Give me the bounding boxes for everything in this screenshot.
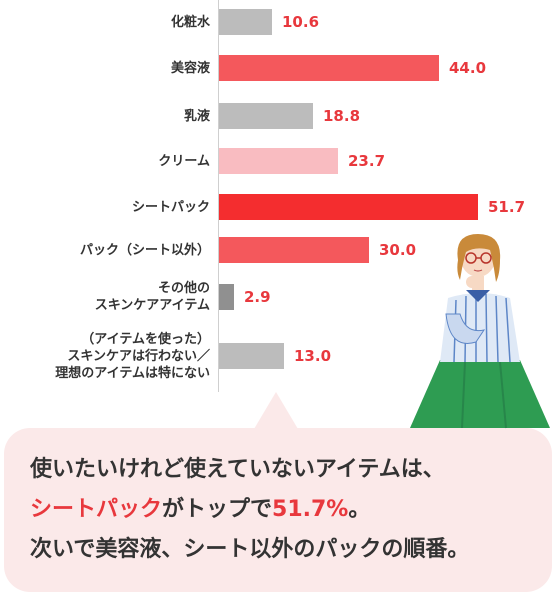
callout-line-3: 次いで美容液、シート以外のパックの順番。 xyxy=(30,537,470,562)
bar-value-label-2: 18.8 xyxy=(323,107,361,125)
bar-7 xyxy=(219,343,284,369)
callout-line-2-mid: がトップで xyxy=(162,497,273,522)
category-label-3: クリーム xyxy=(158,153,210,169)
callout-line-1: 使いたいけれど使えていないアイテムは、 xyxy=(30,457,445,482)
bar-value-label-4: 51.7 xyxy=(488,198,526,216)
category-label-4: シートパック xyxy=(131,199,210,215)
bar-chart: 10.6 化粧水 44.0 美容液 18.8 乳液 23.7 クリーム 51.7 シートパック 30… xyxy=(55,0,526,392)
woman-thinking-illustration xyxy=(410,234,550,429)
bar-5 xyxy=(219,237,369,263)
category-label-2: 乳液 xyxy=(183,108,210,124)
bar-value-label-6: 2.9 xyxy=(244,288,271,306)
callout-line-2: シートパックがトップで51.7%。 xyxy=(30,490,540,530)
bar-3 xyxy=(219,148,338,174)
bar-4 xyxy=(219,194,478,220)
bar-value-label-0: 10.6 xyxy=(282,13,320,31)
bar-0 xyxy=(219,9,272,35)
bar-2 xyxy=(219,103,313,129)
category-label-6: その他の スキンケアアイテム xyxy=(94,281,210,313)
speech-bubble-tail xyxy=(254,392,298,429)
speech-bubble: 使いたいけれど使えていないアイテムは、 シートパックがトップで51.7%。 次い… xyxy=(4,428,552,592)
bar-value-label-3: 23.7 xyxy=(348,152,386,170)
bar-1 xyxy=(219,55,439,81)
callout-text: 使いたいけれど使えていないアイテムは、 シートパックがトップで51.7%。 次い… xyxy=(30,450,540,570)
category-label-5: パック（シート以外） xyxy=(79,242,210,258)
category-label-7: （アイテムを使った） スキンケアは行わない／ 理想のアイテムは特にない xyxy=(55,331,210,381)
bar-value-label-1: 44.0 xyxy=(449,59,487,77)
callout-line-2-end: 。 xyxy=(348,497,371,522)
bar-value-label-5: 30.0 xyxy=(379,241,417,259)
callout-highlight-item: シートパック xyxy=(30,497,163,522)
category-label-0: 化粧水 xyxy=(170,14,210,30)
y-axis-line xyxy=(218,0,219,392)
bar-value-label-7: 13.0 xyxy=(294,347,332,365)
category-label-1: 美容液 xyxy=(170,60,210,76)
bar-6 xyxy=(219,284,234,310)
callout-highlight-percent: 51.7% xyxy=(272,497,349,522)
